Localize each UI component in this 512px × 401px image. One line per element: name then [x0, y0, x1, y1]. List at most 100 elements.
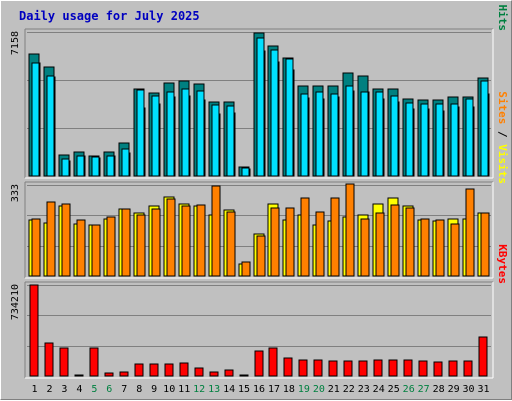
bar-sites-day-14 [226, 211, 236, 277]
bar-kbytes-day-29 [448, 360, 458, 377]
bar-kbytes-day-14 [224, 369, 234, 377]
bar-pages-day-1 [31, 62, 40, 177]
day-label-6: 6 [106, 384, 112, 395]
bar-pages-day-18 [285, 58, 294, 177]
bar-pages-day-26 [405, 102, 414, 177]
day-label-22: 22 [343, 384, 355, 395]
bar-sites-day-30 [465, 188, 475, 277]
bar-pages-day-28 [435, 103, 444, 177]
bar-pages-day-3 [61, 158, 70, 177]
bar-sites-day-6 [106, 216, 116, 277]
bar-pages-day-14 [226, 105, 235, 177]
bar-sites-day-26 [405, 207, 415, 277]
bar-sites-day-5 [91, 224, 101, 277]
day-label-2: 2 [46, 384, 52, 395]
bar-kbytes-day-1 [29, 284, 39, 377]
series-label-part: Visits [496, 144, 509, 184]
bar-sites-day-7 [121, 208, 131, 277]
day-label-13: 13 [208, 384, 220, 395]
bar-kbytes-day-12 [194, 367, 204, 377]
day-label-17: 17 [268, 384, 280, 395]
bar-sites-day-8 [136, 214, 146, 277]
bar-kbytes-day-18 [283, 357, 293, 377]
bar-kbytes-day-17 [268, 347, 278, 377]
bar-sites-day-4 [76, 219, 86, 277]
bar-kbytes-day-2 [44, 342, 54, 377]
bar-kbytes-day-4 [74, 374, 84, 377]
bar-kbytes-day-13 [209, 371, 219, 377]
bar-pages-day-15 [241, 167, 250, 177]
bar-sites-day-2 [46, 201, 56, 277]
bar-pages-day-19 [300, 93, 309, 177]
bar-kbytes-day-3 [59, 347, 69, 377]
bar-pages-day-16 [256, 37, 265, 177]
bar-sites-day-15 [241, 261, 251, 277]
day-label-11: 11 [178, 384, 190, 395]
bar-kbytes-day-15 [239, 374, 249, 377]
bar-kbytes-day-5 [89, 347, 99, 377]
bar-sites-day-22 [345, 183, 355, 277]
bar-sites-day-28 [435, 219, 445, 277]
day-label-9: 9 [151, 384, 157, 395]
bar-pages-day-5 [91, 156, 100, 177]
bar-pages-day-11 [181, 88, 190, 177]
bar-sites-day-18 [285, 207, 295, 277]
bar-pages-day-6 [106, 155, 115, 177]
bar-sites-day-10 [166, 198, 176, 277]
bar-kbytes-day-24 [373, 359, 383, 377]
bar-sites-day-11 [181, 205, 191, 277]
bar-pages-day-20 [315, 91, 324, 177]
bar-pages-day-13 [211, 104, 220, 177]
bar-sites-day-24 [375, 212, 385, 277]
day-label-31: 31 [477, 384, 489, 395]
series-kbytes [29, 284, 488, 377]
series-label-part: Sites [496, 91, 509, 124]
bar-kbytes-day-11 [179, 362, 189, 377]
bar-sites-day-21 [330, 197, 340, 277]
bar-kbytes-day-26 [403, 359, 413, 377]
bar-pages-day-21 [330, 93, 339, 177]
bar-pages-day-2 [46, 75, 55, 177]
day-label-10: 10 [163, 384, 175, 395]
day-label-15: 15 [238, 384, 250, 395]
series-sites [31, 183, 490, 277]
bar-sites-day-20 [315, 211, 325, 277]
chart-panels: 7158 Pages / Files / Hits 333 Sites / Visit… [10, 1, 509, 379]
day-label-4: 4 [76, 384, 82, 395]
day-label-29: 29 [448, 384, 460, 395]
bar-sites-day-1 [31, 218, 41, 277]
panel-kbytes: 734210 KBytes [10, 244, 509, 379]
bar-kbytes-day-16 [254, 350, 264, 377]
bar-kbytes-day-10 [164, 363, 174, 377]
day-label-26: 26 [403, 384, 415, 395]
bar-pages-day-12 [196, 90, 205, 177]
bar-kbytes-day-27 [418, 360, 428, 377]
bar-sites-day-25 [390, 204, 400, 277]
day-label-14: 14 [223, 384, 235, 395]
bar-pages-day-25 [390, 95, 399, 177]
day-label-28: 28 [433, 384, 445, 395]
bar-sites-day-17 [270, 207, 280, 277]
day-label-27: 27 [418, 384, 430, 395]
day-label-3: 3 [61, 384, 67, 395]
bar-kbytes-day-9 [149, 363, 159, 377]
panel-max-label: 333 [10, 184, 21, 202]
bar-pages-day-10 [166, 91, 175, 177]
bar-sites-day-23 [360, 218, 370, 277]
day-label-24: 24 [373, 384, 385, 395]
bar-kbytes-day-25 [388, 359, 398, 377]
bar-kbytes-day-8 [134, 363, 144, 377]
bar-kbytes-day-21 [328, 360, 338, 377]
day-label-30: 30 [462, 384, 474, 395]
bar-pages-day-9 [151, 95, 160, 177]
bar-pages-day-4 [76, 155, 85, 177]
series-label-part: KBytes [496, 244, 509, 284]
panel-series-label: Pages / Files / Hits [496, 1, 509, 31]
panel-max-label: 7158 [10, 31, 21, 55]
bar-sites-day-16 [256, 235, 266, 277]
bar-kbytes-day-22 [343, 360, 353, 377]
day-label-18: 18 [283, 384, 295, 395]
bar-pages-day-17 [270, 49, 279, 177]
